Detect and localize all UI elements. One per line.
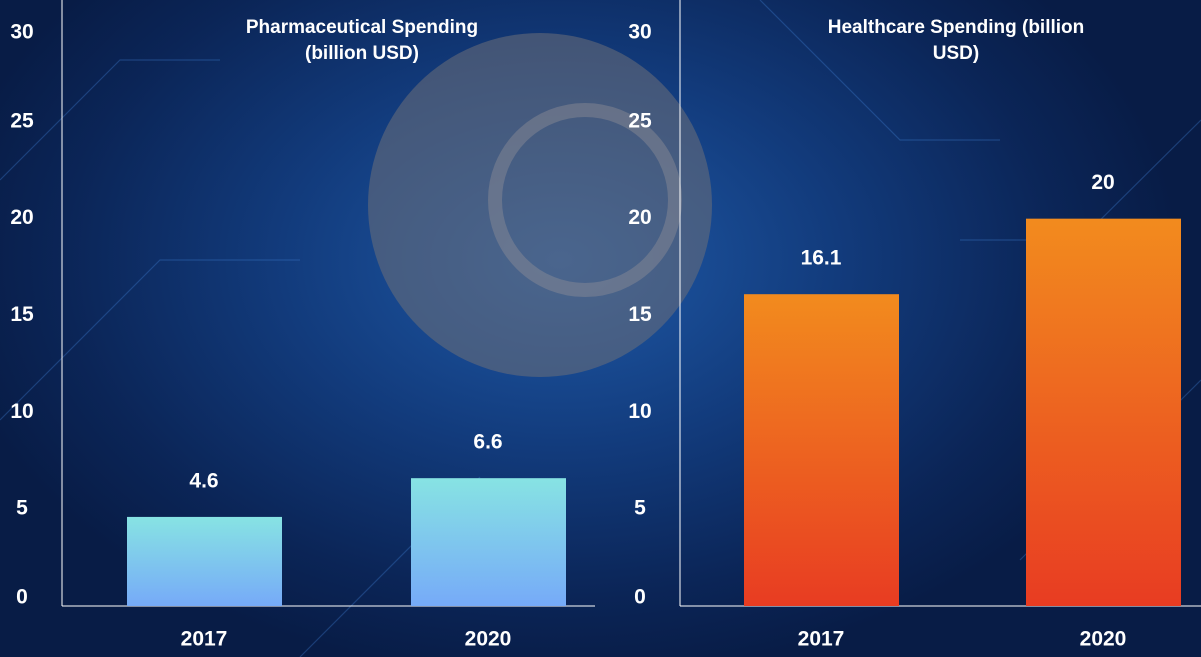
x-tick-label: 2017 <box>181 628 228 651</box>
bar <box>411 478 566 606</box>
chart-title: Healthcare Spending (billion USD) <box>821 15 1091 67</box>
y-tick-label: 30 <box>10 21 33 44</box>
y-tick-label: 5 <box>16 497 28 520</box>
y-tick-label: 15 <box>628 303 652 326</box>
chart-title: Pharmaceutical Spending (billion USD) <box>227 15 497 67</box>
x-tick-label: 2020 <box>1080 628 1127 651</box>
y-tick-label: 5 <box>634 497 646 520</box>
value-label: 20 <box>1091 171 1114 194</box>
bar <box>744 294 899 606</box>
y-tick-label: 20 <box>10 206 33 229</box>
value-label: 16.1 <box>801 247 842 270</box>
page: 0 5 10 15 20 25 30 2017 4.6 2020 6.6 0 5 10 15 20 25 30 20… <box>0 0 1201 657</box>
x-tick-label: 2020 <box>465 628 512 651</box>
x-tick-label: 2017 <box>798 628 845 651</box>
y-tick-label: 25 <box>628 109 652 132</box>
y-tick-label: 20 <box>628 206 651 229</box>
value-label: 6.6 <box>473 431 502 454</box>
y-tick-label: 15 <box>10 303 34 326</box>
y-tick-label: 10 <box>10 400 33 423</box>
y-tick-label: 10 <box>628 400 651 423</box>
y-tick-label: 0 <box>634 586 646 609</box>
y-tick-label: 0 <box>16 586 28 609</box>
y-tick-label: 25 <box>10 109 34 132</box>
value-label: 4.6 <box>189 469 218 492</box>
y-tick-label: 30 <box>628 21 651 44</box>
bar <box>127 517 282 606</box>
bar <box>1026 219 1181 606</box>
charts: 0 5 10 15 20 25 30 2017 4.6 2020 6.6 0 5 10 15 20 25 30 20… <box>0 0 1201 657</box>
